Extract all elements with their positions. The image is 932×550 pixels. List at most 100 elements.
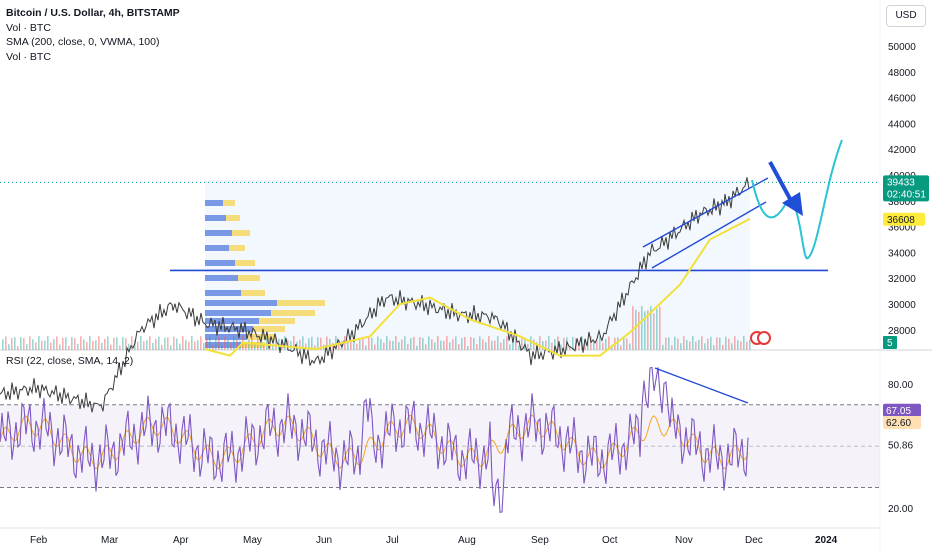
price-tick-label: 34000: [888, 248, 916, 259]
volume-bar: [188, 341, 190, 350]
currency-button[interactable]: USD: [886, 5, 926, 27]
volume-profile-bar-down: [232, 230, 250, 236]
volume-bar: [200, 336, 202, 350]
volume-bar: [551, 342, 553, 350]
volume-bar: [209, 336, 211, 350]
volume-bar: [65, 337, 67, 350]
volume-bar: [230, 343, 232, 350]
volume-bar: [674, 336, 676, 350]
volume-bar: [521, 336, 523, 350]
volume-bar: [164, 337, 166, 350]
volume-profile-bar-down: [241, 290, 265, 296]
volume-bar: [476, 344, 478, 350]
volume-profile-bar-down: [226, 215, 240, 221]
volume-bar: [302, 336, 304, 350]
volume-bar: [113, 337, 115, 350]
volume-value-label: 5: [887, 338, 893, 349]
volume-bar: [677, 338, 679, 350]
volume-bar: [470, 337, 472, 350]
volume-bar: [602, 342, 604, 350]
volume-bar: [707, 338, 709, 350]
volume-bar: [110, 344, 112, 350]
volume-bar: [401, 339, 403, 350]
volume-profile-bar-up: [205, 326, 253, 332]
volume-bar: [458, 344, 460, 350]
volume-bar: [35, 342, 37, 350]
volume-profile-bar-down: [223, 200, 235, 206]
volume-bar: [359, 338, 361, 350]
volume-bar: [746, 341, 748, 350]
volume-profile-bar-down: [277, 300, 325, 306]
price-tick-label: 44000: [888, 119, 916, 130]
rsi-ma-tag: [883, 416, 921, 430]
volume-bar: [98, 336, 100, 350]
volume-profile-bar-up: [205, 318, 259, 324]
volume-bar: [500, 342, 502, 350]
volume-bar: [77, 343, 79, 350]
volume-bar: [308, 338, 310, 350]
rsi-tick-label: 80.00: [888, 380, 913, 391]
volume-profile-bar-up: [205, 342, 241, 348]
volume-bar: [464, 337, 466, 350]
rsi-line: [0, 366, 749, 513]
volume-bar: [170, 345, 172, 350]
volume-bar: [83, 339, 85, 350]
volume-bar: [326, 336, 328, 350]
volume-bar: [236, 339, 238, 350]
volume-bar: [320, 337, 322, 350]
volume-profile-bar-up: [205, 310, 271, 316]
volume-bar: [728, 338, 730, 350]
volume-bar: [599, 336, 601, 350]
volume-bar: [413, 336, 415, 350]
volume-profile-bar-down: [247, 334, 275, 340]
volume-bar: [446, 336, 448, 350]
volume-bar: [398, 342, 400, 350]
volume-profile-bar-up: [205, 334, 247, 340]
legend-line-2[interactable]: SMA (200, close, 0, VWMA, 100): [6, 36, 160, 48]
volume-bar: [140, 336, 142, 350]
volume-bar: [23, 338, 25, 350]
volume-bar: [50, 342, 52, 350]
volume-bar: [737, 340, 739, 350]
volume-bar: [272, 344, 274, 350]
price-tick-label: 50000: [888, 42, 916, 53]
sma-value-label: 36608: [887, 215, 915, 226]
volume-profile-bar-up: [205, 300, 277, 306]
volume-bar: [119, 345, 121, 350]
volume-bar: [698, 339, 700, 350]
volume-bar: [71, 336, 73, 350]
volume-bar: [314, 345, 316, 350]
volume-bar: [626, 338, 628, 350]
volume-bar: [569, 345, 571, 350]
volume-profile-bar-up: [205, 215, 226, 221]
volume-profile-bar-up: [205, 260, 235, 266]
volume-bar: [101, 342, 103, 350]
volume-bar: [383, 342, 385, 350]
symbol-title[interactable]: Bitcoin / U.S. Dollar, 4h, BITSTAMP: [6, 7, 180, 19]
volume-bar: [473, 338, 475, 350]
volume-bar: [722, 344, 724, 350]
volume-bar: [392, 340, 394, 350]
legend-line-1[interactable]: Vol · BTC: [6, 21, 51, 34]
volume-bar: [362, 336, 364, 350]
event-flag-icon: [757, 331, 771, 345]
countdown-label: 02:40:51: [887, 189, 926, 200]
volume-bar: [350, 339, 352, 350]
time-tick-label: Jul: [386, 535, 399, 546]
legend-line-3[interactable]: Vol · BTC: [6, 50, 51, 63]
volume-bar: [479, 336, 481, 350]
time-tick-label: Aug: [458, 535, 476, 546]
volume-bar: [104, 338, 106, 350]
rsi-value-label: 67.05: [886, 406, 911, 417]
volume-profile-bar-down: [229, 245, 245, 251]
volume-bar: [335, 336, 337, 350]
volume-bar: [212, 345, 214, 350]
volume-bar: [659, 306, 661, 350]
volume-bar: [374, 344, 376, 350]
volume-bar: [8, 344, 10, 350]
volume-bar: [683, 336, 685, 350]
price-tick-label: 32000: [888, 274, 916, 285]
rsi-tick-label: 20.00: [888, 504, 913, 515]
rsi-legend[interactable]: RSI (22, close, SMA, 14, 2): [6, 355, 134, 367]
time-tick-label: Jun: [316, 535, 332, 546]
